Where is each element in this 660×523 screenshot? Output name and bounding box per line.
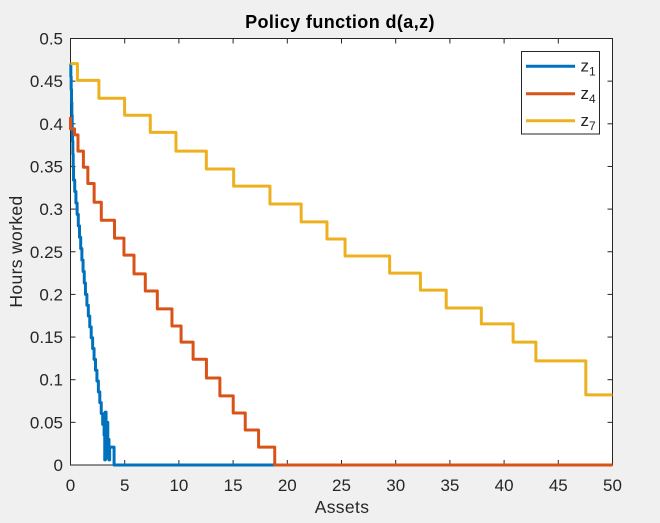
svg-text:Hours worked: Hours worked bbox=[6, 195, 26, 307]
svg-text:0.2: 0.2 bbox=[39, 285, 63, 304]
svg-text:5: 5 bbox=[120, 476, 129, 495]
svg-text:45: 45 bbox=[549, 476, 568, 495]
svg-text:0.45: 0.45 bbox=[30, 72, 63, 91]
svg-text:35: 35 bbox=[440, 476, 459, 495]
svg-text:0.15: 0.15 bbox=[30, 328, 63, 347]
svg-text:0.5: 0.5 bbox=[39, 30, 63, 49]
svg-text:50: 50 bbox=[603, 476, 622, 495]
svg-text:Policy function d(a,z): Policy function d(a,z) bbox=[245, 12, 435, 32]
svg-text:0.05: 0.05 bbox=[30, 413, 63, 432]
svg-text:25: 25 bbox=[332, 476, 351, 495]
svg-text:20: 20 bbox=[278, 476, 297, 495]
svg-text:10: 10 bbox=[169, 476, 188, 495]
svg-text:40: 40 bbox=[495, 476, 514, 495]
svg-text:30: 30 bbox=[386, 476, 405, 495]
svg-text:0.25: 0.25 bbox=[30, 243, 63, 262]
svg-text:15: 15 bbox=[224, 476, 243, 495]
svg-text:0.1: 0.1 bbox=[39, 371, 63, 390]
svg-text:0.35: 0.35 bbox=[30, 157, 63, 176]
svg-text:0.3: 0.3 bbox=[39, 200, 63, 219]
svg-text:0: 0 bbox=[66, 476, 75, 495]
svg-text:0: 0 bbox=[54, 456, 63, 475]
svg-text:0.4: 0.4 bbox=[39, 115, 63, 134]
svg-text:Assets: Assets bbox=[315, 497, 370, 517]
